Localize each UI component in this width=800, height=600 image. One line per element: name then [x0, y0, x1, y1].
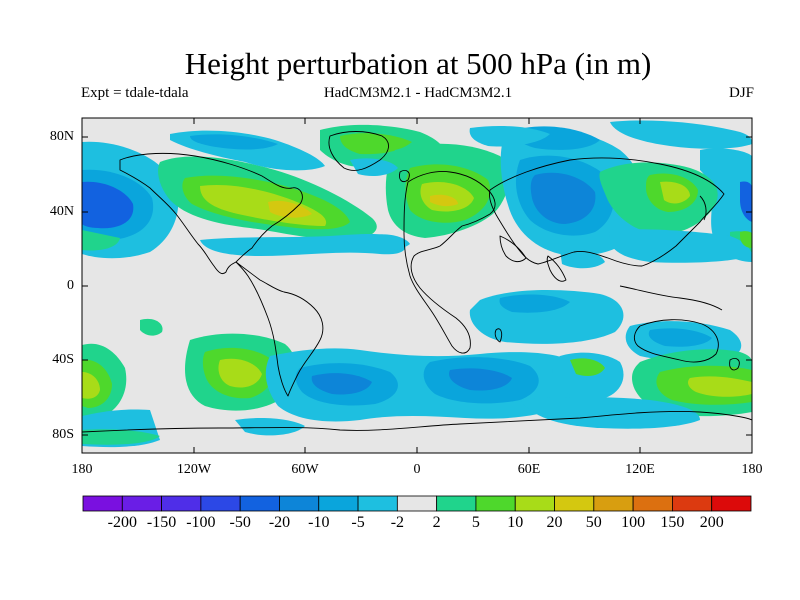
lon-label-60e: 60E [517, 462, 541, 477]
contour-fill-layer [82, 118, 752, 453]
colorbar-label-2: -100 [186, 514, 216, 531]
colorbar-box-4 [239, 495, 280, 512]
colorbar-box-3 [200, 495, 241, 512]
colorbar-box-0 [82, 495, 123, 512]
coastline-layer [82, 131, 752, 433]
colorbar-box-6 [318, 495, 359, 512]
colorbar-label-9: 5 [471, 514, 480, 531]
coast-antarctica [82, 411, 752, 433]
colorbar [82, 495, 752, 512]
lat-label-40n: 40N [49, 204, 74, 219]
coast-south-america [235, 261, 324, 397]
lon-label-180-west: 180 [71, 462, 93, 477]
colorbar-label-5: -10 [308, 514, 330, 531]
coast-australia [633, 319, 719, 363]
colorbar-box-10 [475, 495, 516, 512]
colorbar-box-1 [121, 495, 162, 512]
colorbar-box-5 [279, 495, 320, 512]
colorbar-label-11: 20 [546, 514, 563, 531]
colorbar-box-11 [514, 495, 555, 512]
season-label: DJF [728, 85, 754, 101]
colorbar-box-15 [672, 495, 713, 512]
colorbar-box-12 [554, 495, 595, 512]
colorbar-label-0: -200 [107, 514, 137, 531]
colorbar-box-16 [711, 495, 752, 512]
colorbar-label-14: 150 [660, 514, 685, 531]
colorbar-label-6: -5 [351, 514, 365, 531]
colorbar-label-7: -2 [390, 514, 405, 531]
lon-label-120w: 120W [176, 462, 212, 477]
plot-title: Height perturbation at 500 hPa (in m) [184, 46, 652, 81]
colorbar-label-10: 10 [507, 514, 524, 531]
colorbar-label-13: 100 [621, 514, 646, 531]
lon-label-0: 0 [413, 462, 421, 477]
colorbar-box-7 [357, 495, 398, 512]
lon-label-180-east: 180 [741, 462, 763, 477]
lat-label-80s: 80S [52, 427, 74, 442]
colorbar-label-8: 2 [432, 514, 441, 531]
colorbar-label-3: -50 [229, 514, 251, 531]
lat-label-40s: 40S [52, 352, 74, 367]
experiment-label: Expt = tdale-tdala [81, 85, 189, 101]
lon-label-120e: 120E [625, 462, 655, 477]
axis-ticks [81, 118, 753, 453]
colorbar-box-8 [396, 495, 438, 512]
lat-label-80n: 80N [49, 129, 74, 144]
colorbar-label-4: -20 [268, 514, 291, 531]
coast-europe-africa [403, 171, 496, 354]
colorbar-label-15: 200 [699, 514, 724, 531]
colorbar-label-1: -150 [146, 514, 177, 531]
colorbar-box-14 [632, 495, 673, 512]
lat-label-0: 0 [67, 278, 74, 293]
coast-north-america [119, 152, 303, 275]
colorbar-box-13 [593, 495, 634, 512]
colorbar-box-2 [161, 495, 202, 512]
coast-greenland [328, 131, 389, 171]
colorbar-label-12: 50 [585, 514, 602, 531]
colorbar-box-9 [436, 495, 477, 512]
model-label: HadCM3M2.1 - HadCM3M2.1 [323, 85, 513, 101]
lon-label-60w: 60W [291, 462, 319, 477]
